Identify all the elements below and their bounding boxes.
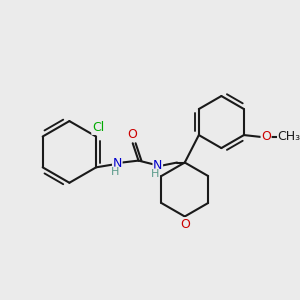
Text: Cl: Cl bbox=[92, 121, 104, 134]
Text: N: N bbox=[153, 159, 163, 172]
Text: O: O bbox=[261, 130, 271, 142]
Text: H: H bbox=[111, 167, 120, 177]
Text: N: N bbox=[112, 157, 122, 170]
Text: CH₃: CH₃ bbox=[278, 130, 300, 142]
Text: O: O bbox=[127, 128, 137, 141]
Text: H: H bbox=[151, 169, 159, 179]
Text: O: O bbox=[180, 218, 190, 231]
